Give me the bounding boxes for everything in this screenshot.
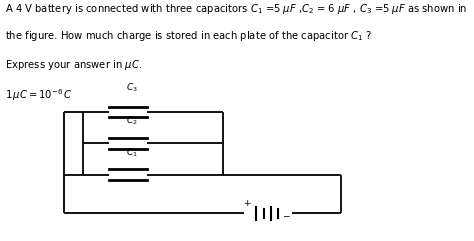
Text: the figure. How much charge is stored in each plate of the capacitor $C_1$ ?: the figure. How much charge is stored in… xyxy=(5,29,372,43)
Text: $C_1$: $C_1$ xyxy=(126,146,137,159)
Text: A 4 V battery is connected with three capacitors $C_1$ =5 $\mu F$ ,$C_2$ = 6 $\m: A 4 V battery is connected with three ca… xyxy=(5,2,467,16)
Text: $C_3$: $C_3$ xyxy=(126,81,137,94)
Text: Express your answer in $\mu C$.: Express your answer in $\mu C$. xyxy=(5,58,142,72)
Text: $-$: $-$ xyxy=(282,210,290,219)
Text: $C_2$: $C_2$ xyxy=(126,115,137,127)
Text: $1\,\mu C = 10^{-6}\,C$: $1\,\mu C = 10^{-6}\,C$ xyxy=(5,87,73,103)
Text: +: + xyxy=(243,199,250,208)
